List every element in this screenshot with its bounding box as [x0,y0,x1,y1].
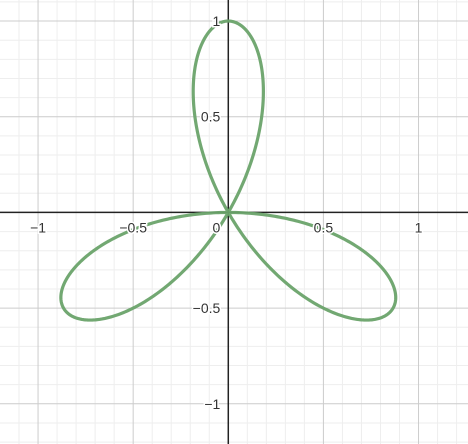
y-tick-label: −0.5 [193,300,221,316]
x-tick-label: 1 [415,219,423,235]
series-line-0 [59,19,398,322]
curves [59,19,398,322]
y-tick-label: −1 [204,396,220,412]
x-tick-label: −1 [30,219,46,235]
y-tick-label: 1 [212,13,220,29]
y-tick-label: 0.5 [201,109,221,125]
x-tick-label: −0.5 [119,219,147,235]
tick-labels: −1 −0.5 0 0.5 1 1 0.5 −0.5 −1 [29,12,425,414]
x-tick-label: 0.5 [314,219,334,235]
x-tick-label: 0 [212,219,220,235]
